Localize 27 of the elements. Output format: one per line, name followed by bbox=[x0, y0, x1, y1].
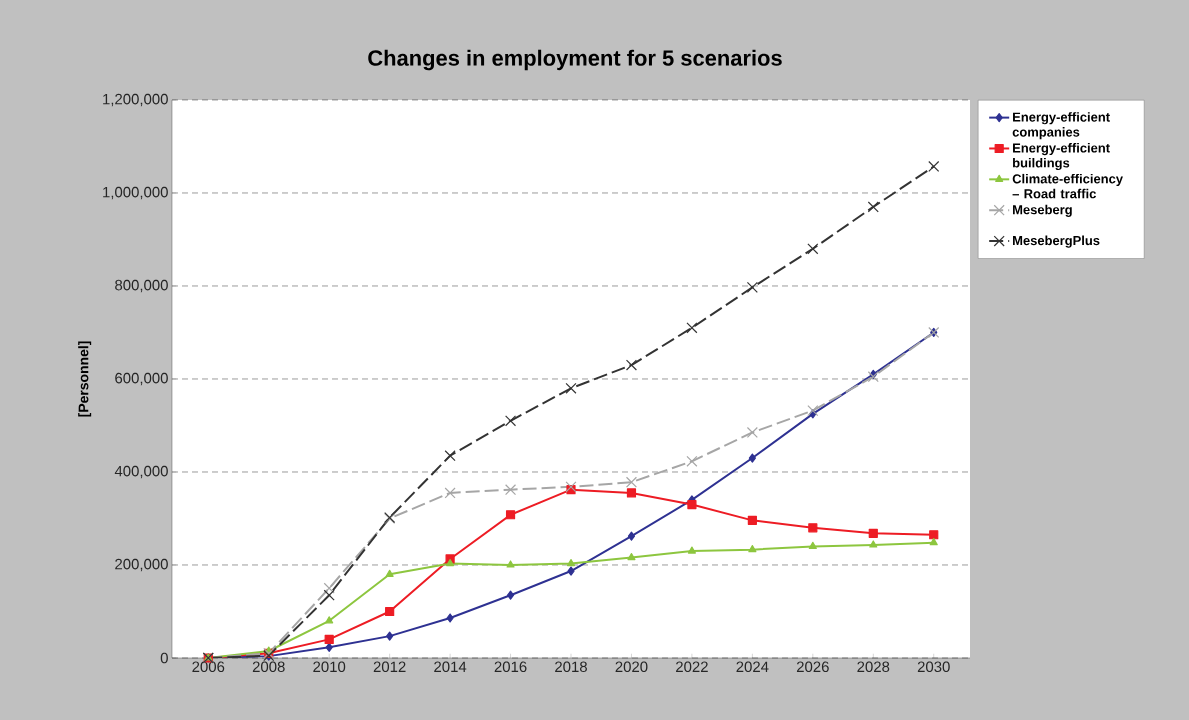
x-tick-label: 2010 bbox=[313, 661, 346, 673]
x-tick-label: 2028 bbox=[857, 661, 890, 673]
legend-label: MesebergPlus bbox=[1013, 235, 1100, 248]
x-tick-label: 2026 bbox=[796, 661, 829, 673]
y-axis-title: [Personnel] bbox=[78, 341, 92, 417]
x-tick-label: 2016 bbox=[494, 661, 527, 673]
legend-label: Energy-efficient buildings bbox=[1013, 143, 1110, 171]
x-tick-label: 2022 bbox=[676, 661, 708, 673]
x-tick-label: 2018 bbox=[555, 661, 587, 673]
y-tick-label: 1,200,000 bbox=[103, 93, 168, 107]
y-tick-label: 0 bbox=[160, 652, 168, 664]
y-tick-label: 1,000,000 bbox=[103, 186, 168, 200]
x-tick-label: 2030 bbox=[917, 661, 950, 673]
legend-label: Meseberg bbox=[1013, 204, 1072, 217]
y-tick-label: 400,000 bbox=[114, 465, 168, 479]
x-tick-label: 2014 bbox=[434, 661, 467, 673]
x-tick-label: 2008 bbox=[252, 661, 285, 673]
chart-title: Changes in employment for 5 scenarios bbox=[368, 49, 782, 71]
x-tick-label: 2006 bbox=[192, 661, 225, 673]
y-tick-label: 200,000 bbox=[115, 558, 168, 572]
x-tick-label: 2024 bbox=[736, 661, 769, 673]
y-tick-label: 600,000 bbox=[115, 372, 168, 386]
legend-label: Energy-efficient companies bbox=[1012, 112, 1110, 140]
x-tick-label: 2020 bbox=[615, 661, 648, 673]
y-tick-label: 800,000 bbox=[115, 279, 168, 293]
x-tick-label: 2012 bbox=[373, 661, 406, 673]
legend-label: Climate-efficiency – Road traffic bbox=[1012, 173, 1123, 199]
